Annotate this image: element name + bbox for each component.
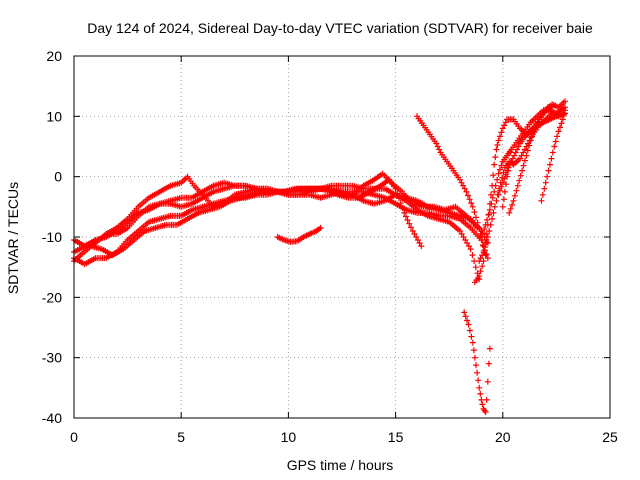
- data-point-markers: [506, 104, 556, 216]
- x-tick-label: 15: [388, 429, 404, 445]
- series-track-15: [499, 149, 514, 210]
- y-tick-label: 20: [46, 48, 62, 64]
- x-tick-label: 25: [602, 429, 618, 445]
- series-track-6: [274, 224, 324, 245]
- y-tick-label: -10: [42, 229, 62, 245]
- y-tick-label: -20: [42, 289, 62, 305]
- series-track-8: [461, 309, 493, 415]
- x-axis-label: GPS time / hours: [287, 457, 394, 473]
- data-point-markers: [461, 309, 493, 415]
- series-track-5: [103, 170, 481, 237]
- x-tick-label: 10: [281, 429, 297, 445]
- data-point-markers: [414, 113, 491, 262]
- y-tick-label: -30: [42, 350, 62, 366]
- y-tick-label: -40: [42, 410, 62, 426]
- series-track-7: [414, 113, 491, 262]
- y-tick-label: 0: [54, 169, 62, 185]
- data-point-markers: [103, 170, 481, 237]
- series-track-13: [495, 110, 568, 198]
- chart-title: Day 124 of 2024, Sidereal Day-to-day VTE…: [87, 20, 593, 36]
- data-point-markers: [495, 110, 568, 198]
- grid-layer: [74, 56, 610, 418]
- x-tick-label: 20: [495, 429, 511, 445]
- data-point-markers: [499, 149, 514, 210]
- series-track-14: [538, 107, 568, 204]
- tick-layer: 0 5 10 15 20 25 -40 -30 -20 -10 0 10 20: [42, 48, 618, 445]
- x-tick-label: 5: [177, 429, 185, 445]
- y-axis-label: SDTVAR / TECUs: [5, 182, 21, 294]
- y-tick-label: 10: [46, 108, 62, 124]
- x-tick-label: 0: [70, 429, 78, 445]
- series-track-12: [506, 104, 556, 216]
- data-point-markers: [538, 107, 568, 204]
- data-point-markers: [274, 224, 324, 245]
